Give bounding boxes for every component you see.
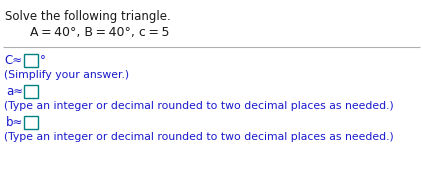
Text: °: ° [40, 54, 46, 67]
Text: A = 40°, B = 40°, c = 5: A = 40°, B = 40°, c = 5 [30, 26, 170, 39]
Text: Solve the following triangle.: Solve the following triangle. [5, 10, 171, 23]
FancyBboxPatch shape [24, 54, 38, 67]
Text: (Simplify your answer.): (Simplify your answer.) [4, 70, 129, 80]
Text: (Type an integer or decimal rounded to two decimal places as needed.): (Type an integer or decimal rounded to t… [4, 101, 394, 111]
Text: (Type an integer or decimal rounded to two decimal places as needed.): (Type an integer or decimal rounded to t… [4, 132, 394, 142]
Text: a≈: a≈ [6, 85, 23, 98]
Text: b≈: b≈ [6, 116, 23, 129]
FancyBboxPatch shape [24, 116, 38, 129]
FancyBboxPatch shape [24, 85, 38, 98]
Text: C≈: C≈ [4, 54, 22, 67]
